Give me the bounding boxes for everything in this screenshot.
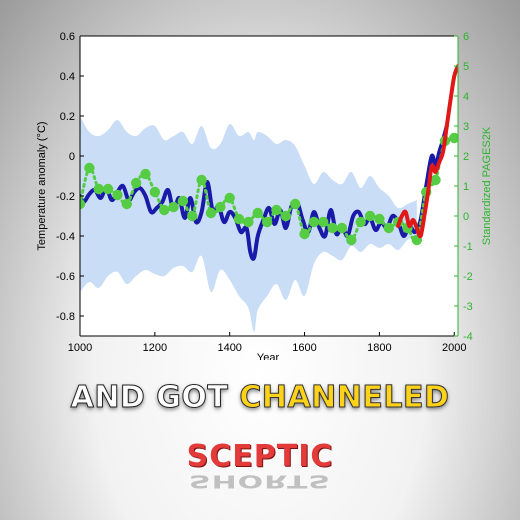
x-tick-label: 1000 [68,342,92,354]
point-pages2k [261,216,273,228]
point-pages2k [102,183,114,195]
caption-part-2: CHANNELED [239,380,450,416]
point-pages2k [243,216,254,228]
point-pages2k [130,177,142,189]
point-pages2k [80,198,86,210]
y-tick-label: -0.4 [56,231,75,243]
point-pages2k [308,216,320,228]
point-pages2k [224,192,235,204]
logo: SCEPTIC SHORTS [0,440,520,494]
caption-part-1: AND GOT [70,380,240,416]
point-pages2k [187,210,198,222]
point-pages2k [336,222,348,234]
point-pages2k [112,189,123,201]
point-pages2k [280,210,292,222]
y-right-tick-label: 3 [463,121,469,133]
point-pages2k [177,195,189,207]
point-pages2k [159,204,170,216]
y-tick-label: 0 [69,151,75,163]
point-pages2k [233,213,245,225]
point-pages2k [84,162,95,174]
y-tick-label: 0.4 [60,71,75,83]
y-right-tick-label: 1 [463,181,469,193]
x-tick-label: 1400 [217,342,241,354]
point-pages2k [140,168,151,180]
x-tick-label: 1800 [367,342,391,354]
point-pages2k [346,234,357,246]
y-right-tick-label: -4 [463,331,473,343]
point-pages2k [383,222,394,234]
x-tick-label: 1600 [292,342,316,354]
point-pages2k [355,216,366,228]
y-right-tick-label: -3 [463,301,473,313]
point-pages2k [252,207,263,219]
y-axis-label: Temperature anomaly (°C) [36,121,48,250]
y-right-tick-label: -2 [463,271,473,283]
y-right-tick-label: 0 [463,211,469,223]
y-tick-label: 0.6 [60,31,75,43]
caption: AND GOT CHANNELED [0,378,520,418]
point-pages2k [449,132,458,144]
x-tick-label: 2000 [442,342,466,354]
point-pages2k [121,198,132,210]
y-right-tick-label: 5 [463,61,469,73]
point-pages2k [430,174,441,186]
y-axis-right-label: Standardized PAGES2K [481,126,493,245]
y-tick-label: -0.2 [56,191,75,203]
point-pages2k [168,201,179,213]
point-pages2k [289,198,301,210]
logo-reflection: SHORTS [188,470,332,492]
logo-text: SCEPTIC [186,439,334,474]
point-pages2k [364,210,376,222]
y-right-tick-label: -1 [463,241,473,253]
x-axis-label: Year [257,352,280,360]
point-pages2k [299,228,310,240]
y-tick-label: -0.8 [56,311,75,323]
point-pages2k [318,216,329,228]
y-right-tick-label: 4 [463,91,469,103]
point-pages2k [215,201,226,213]
x-tick-label: 1200 [143,342,167,354]
point-pages2k [374,213,385,225]
point-pages2k [205,207,217,219]
point-pages2k [149,186,161,198]
y-tick-label: 0.2 [60,111,75,123]
y-right-tick-label: 6 [463,31,469,43]
y-tick-label: -0.6 [56,271,75,283]
point-pages2k [327,222,338,234]
point-pages2k [196,174,207,186]
y-right-tick-label: 2 [463,151,469,163]
temperature-chart: 1000 1200 1400 1600 1800 2000 0.6 0.4 0.2 0 -0.2 -0… [36,31,493,360]
point-pages2k [93,183,104,195]
point-pages2k [271,204,282,216]
series-line-instrumental [396,64,458,239]
